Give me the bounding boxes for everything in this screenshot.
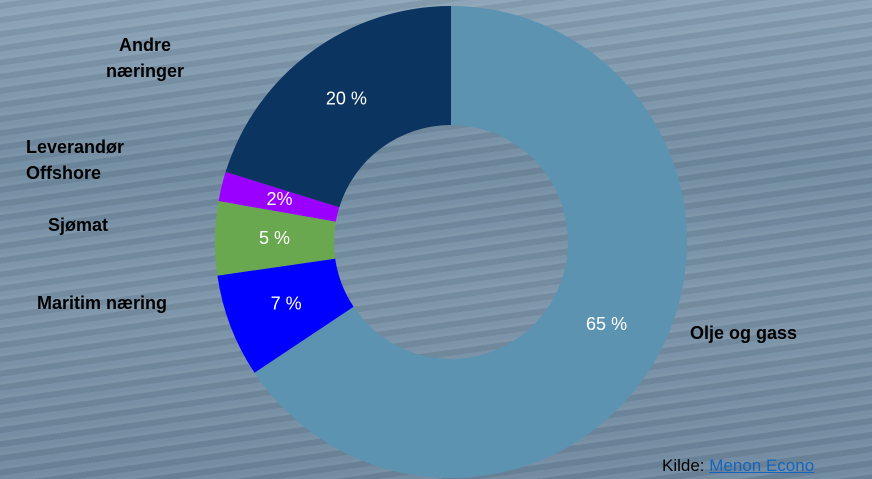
category-label: Olje og gass bbox=[690, 320, 860, 346]
value-label: 5 % bbox=[259, 228, 290, 248]
category-label: Andre næringer bbox=[95, 32, 195, 84]
value-label: 7 % bbox=[271, 294, 302, 314]
page: 65 % 7 % 5 % 2% 20 % Olje og gass Maritim næ… bbox=[0, 0, 872, 479]
source: Kilde: Menon Econo bbox=[662, 456, 814, 476]
source-label: Kilde: bbox=[662, 456, 705, 475]
source-link[interactable]: Menon Econo bbox=[709, 456, 814, 475]
category-label: Sjømat bbox=[48, 212, 148, 238]
category-label: Leverandør Offshore bbox=[26, 134, 156, 186]
category-label: Maritim næring bbox=[37, 290, 227, 316]
value-label: 65 % bbox=[586, 314, 627, 334]
value-label: 20 % bbox=[326, 89, 367, 109]
value-label: 2% bbox=[266, 189, 292, 209]
